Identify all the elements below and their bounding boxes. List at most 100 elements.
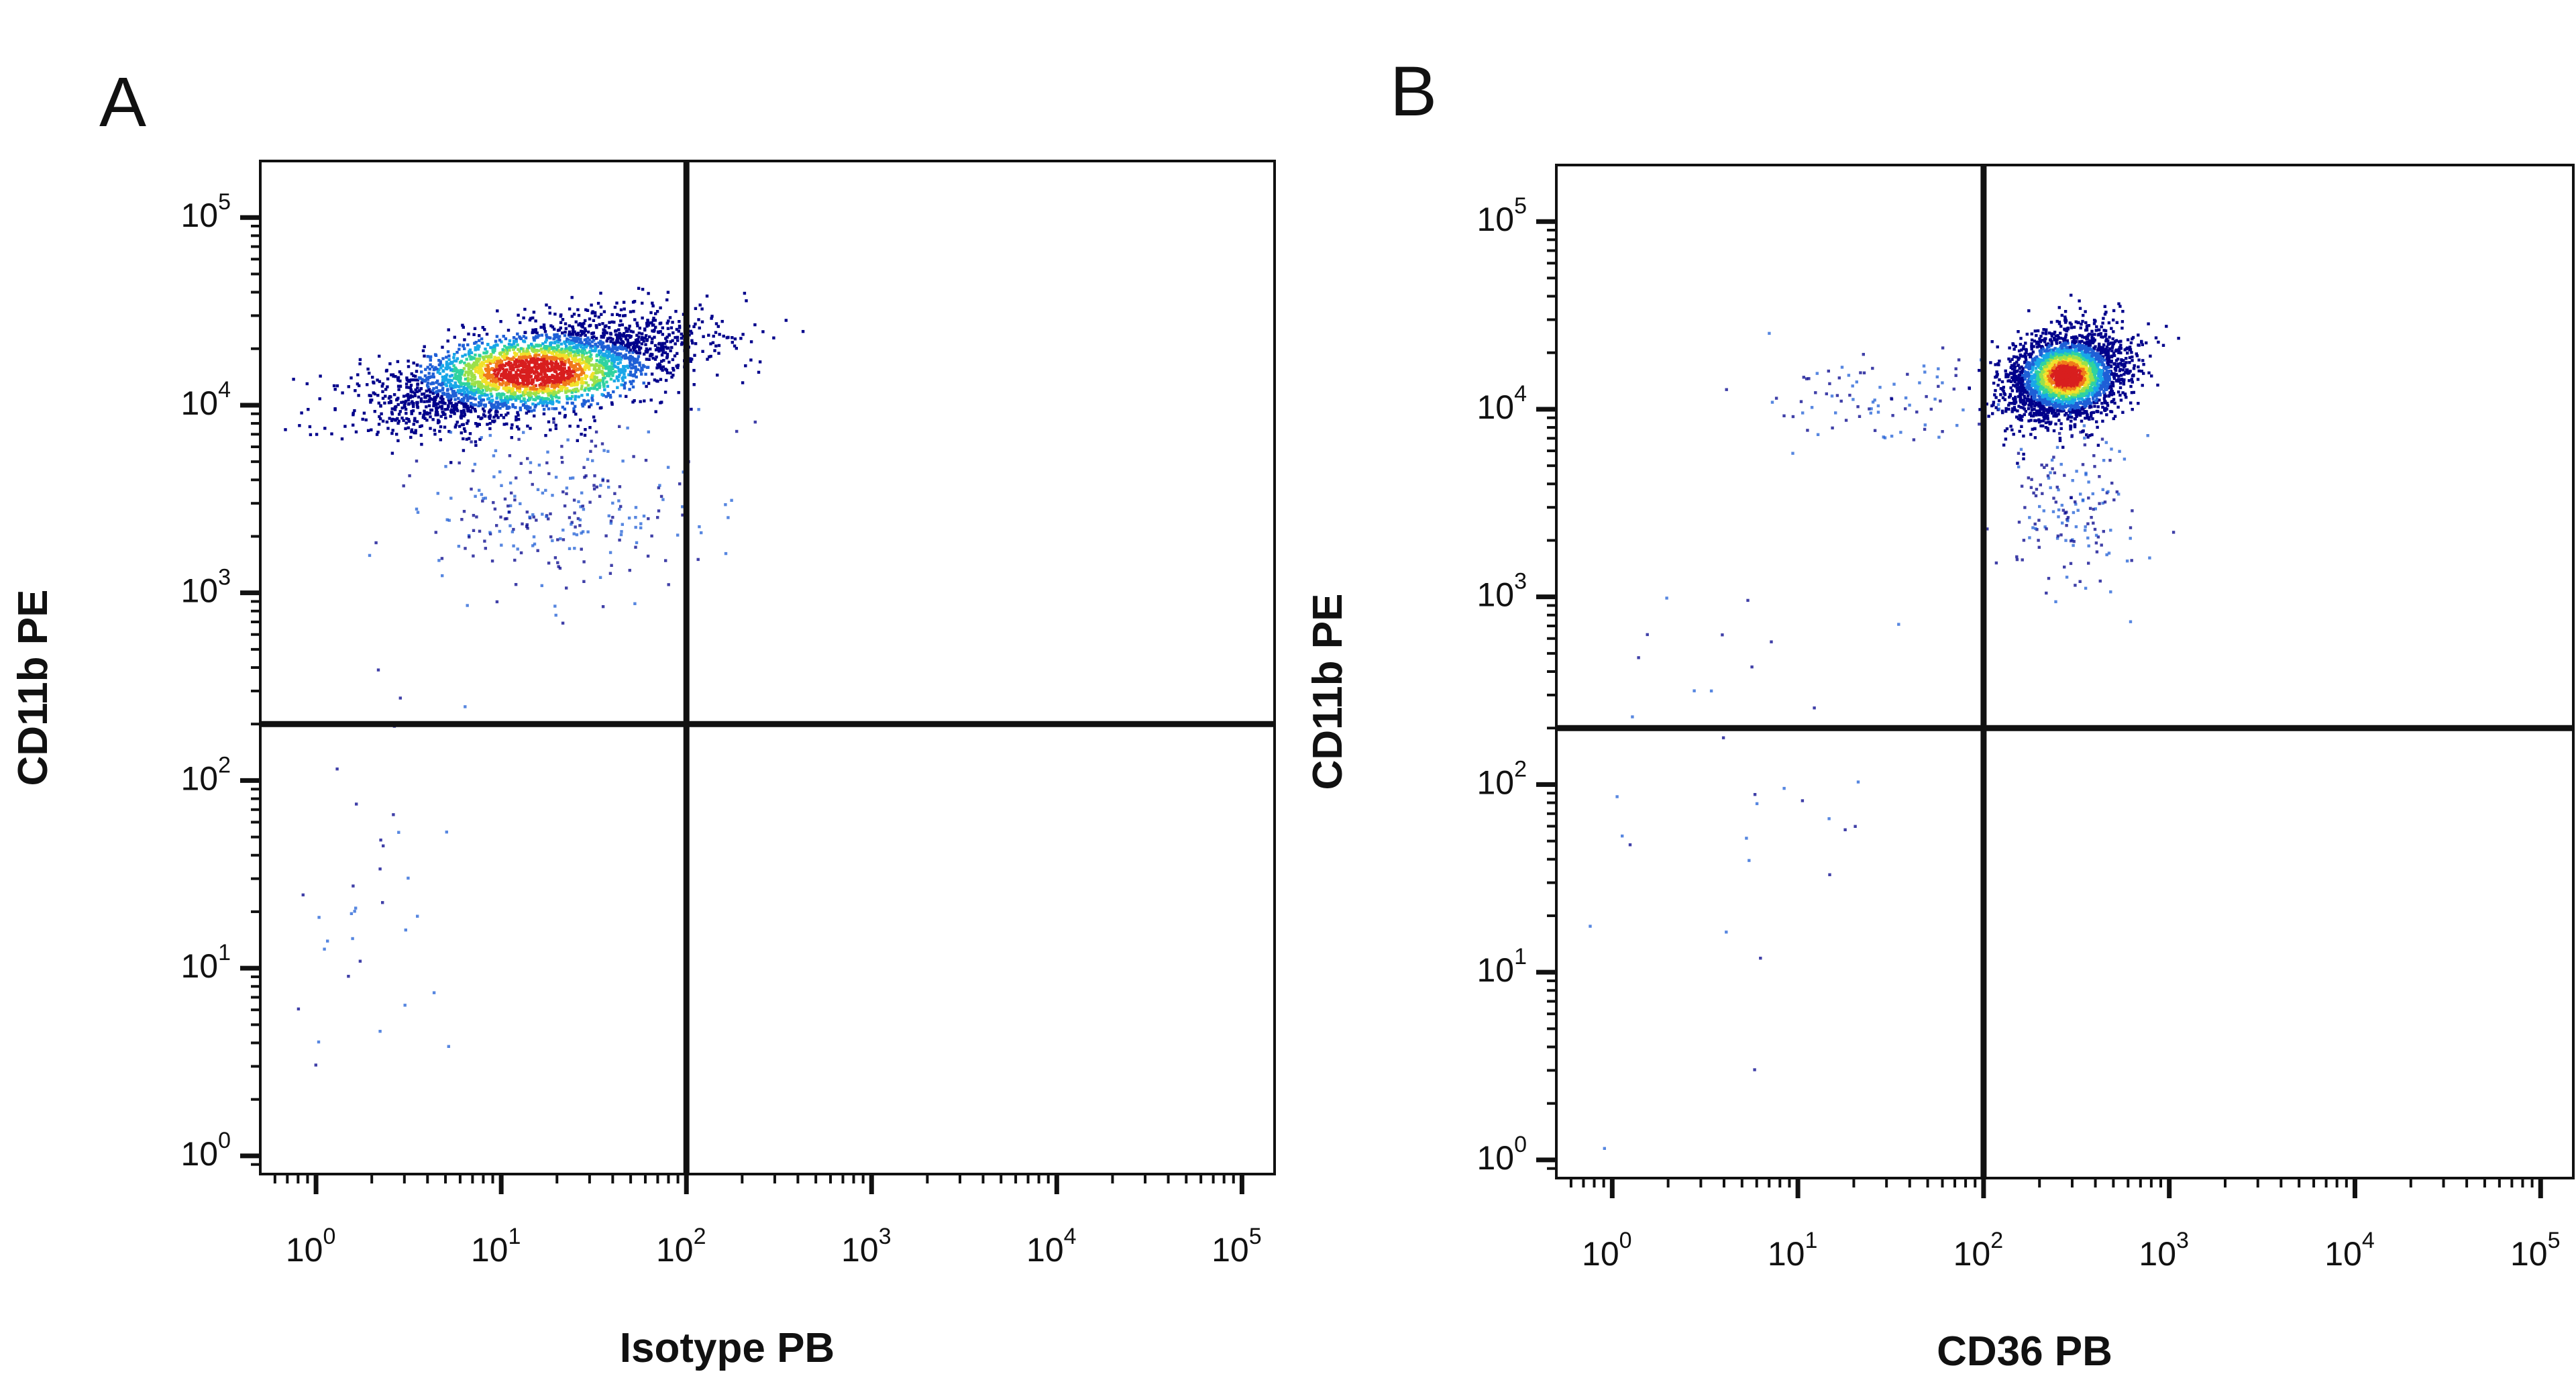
density-dot	[559, 342, 564, 346]
density-dot	[615, 353, 619, 356]
density-dot	[631, 351, 635, 354]
density-dot	[527, 351, 530, 354]
density-dot	[438, 405, 442, 409]
density-dot	[2021, 415, 2024, 418]
density-dot	[533, 354, 537, 358]
density-dot	[2063, 319, 2067, 322]
density-dot	[594, 371, 598, 375]
x-tick-label-exponent: 4	[1064, 1224, 1077, 1249]
density-dot	[474, 348, 477, 352]
density-dot	[522, 365, 526, 369]
density-dot	[2097, 328, 2100, 332]
density-dot	[608, 368, 612, 371]
density-dot	[2103, 350, 2107, 354]
density-dot	[496, 356, 500, 360]
density-dot	[529, 391, 533, 395]
density-dot	[539, 401, 542, 405]
density-dot	[508, 454, 512, 458]
density-dot	[647, 292, 650, 295]
density-dot	[527, 409, 531, 413]
density-dot	[368, 553, 372, 558]
density-dot	[563, 376, 566, 380]
density-dot	[688, 357, 692, 360]
density-dot	[568, 367, 571, 371]
density-dot	[603, 388, 606, 392]
density-dot	[527, 367, 531, 371]
density-dot	[574, 320, 578, 323]
density-dot	[1990, 340, 1994, 344]
density-dot	[498, 529, 502, 533]
density-dot	[522, 382, 525, 386]
density-dot	[440, 557, 444, 560]
density-dot	[505, 352, 508, 355]
density-dot	[506, 405, 509, 409]
density-dot	[596, 379, 600, 382]
density-dot	[2131, 359, 2134, 362]
density-dot	[2098, 393, 2102, 397]
density-dot	[541, 390, 545, 394]
density-dot	[543, 383, 546, 386]
density-dot	[413, 419, 417, 423]
x-tick-label-base: 10	[1026, 1231, 1064, 1269]
density-dot	[639, 522, 643, 525]
density-dot	[595, 384, 598, 387]
density-dot	[601, 605, 605, 609]
density-dot	[565, 339, 568, 343]
density-dot	[557, 396, 561, 400]
density-dot	[471, 469, 475, 472]
density-dot	[522, 403, 525, 407]
density-dot	[473, 376, 477, 379]
density-dot	[585, 352, 588, 355]
density-dot	[396, 421, 400, 425]
density-dot	[484, 379, 488, 382]
density-dot	[580, 377, 584, 380]
density-dot	[479, 417, 482, 421]
density-dot	[545, 404, 549, 408]
density-dot	[536, 488, 540, 491]
density-dot	[405, 411, 408, 415]
density-dot	[2037, 418, 2041, 421]
density-dot	[2126, 352, 2129, 355]
density-dot	[623, 381, 627, 385]
density-dot	[2105, 346, 2109, 349]
density-dot	[674, 309, 678, 313]
density-dot	[611, 515, 614, 519]
density-dot	[2032, 345, 2035, 348]
density-dot	[446, 339, 449, 343]
density-dot	[378, 1030, 382, 1033]
density-dot	[566, 438, 570, 441]
density-dot	[513, 351, 517, 355]
density-dot	[2072, 344, 2076, 347]
density-dot	[416, 511, 420, 514]
density-dot	[434, 402, 437, 405]
density-dot	[415, 507, 419, 511]
density-dot	[547, 562, 551, 565]
density-dot	[419, 400, 423, 403]
density-dot	[353, 910, 356, 913]
density-dot	[532, 515, 535, 519]
density-dot	[446, 364, 449, 367]
density-dot	[590, 378, 593, 381]
density-dot	[460, 383, 463, 386]
density-dot	[638, 361, 641, 364]
density-dot	[505, 422, 508, 426]
density-dot	[661, 351, 665, 354]
density-dot	[574, 368, 578, 372]
density-dot	[515, 396, 519, 400]
density-dot	[555, 367, 559, 370]
density-dot	[598, 342, 602, 346]
density-dot	[484, 355, 488, 358]
density-dot	[542, 380, 545, 384]
x-tick-label-exponent: 0	[323, 1224, 335, 1249]
density-dot	[590, 439, 594, 443]
density-dot	[527, 378, 531, 382]
density-dot	[560, 366, 564, 370]
density-dot	[459, 415, 463, 419]
density-dot	[511, 368, 515, 371]
density-dot	[420, 370, 423, 374]
density-dot	[574, 398, 577, 401]
density-dot	[389, 395, 392, 399]
density-dot	[586, 366, 590, 369]
density-dot	[619, 505, 623, 509]
density-dot	[558, 376, 561, 380]
